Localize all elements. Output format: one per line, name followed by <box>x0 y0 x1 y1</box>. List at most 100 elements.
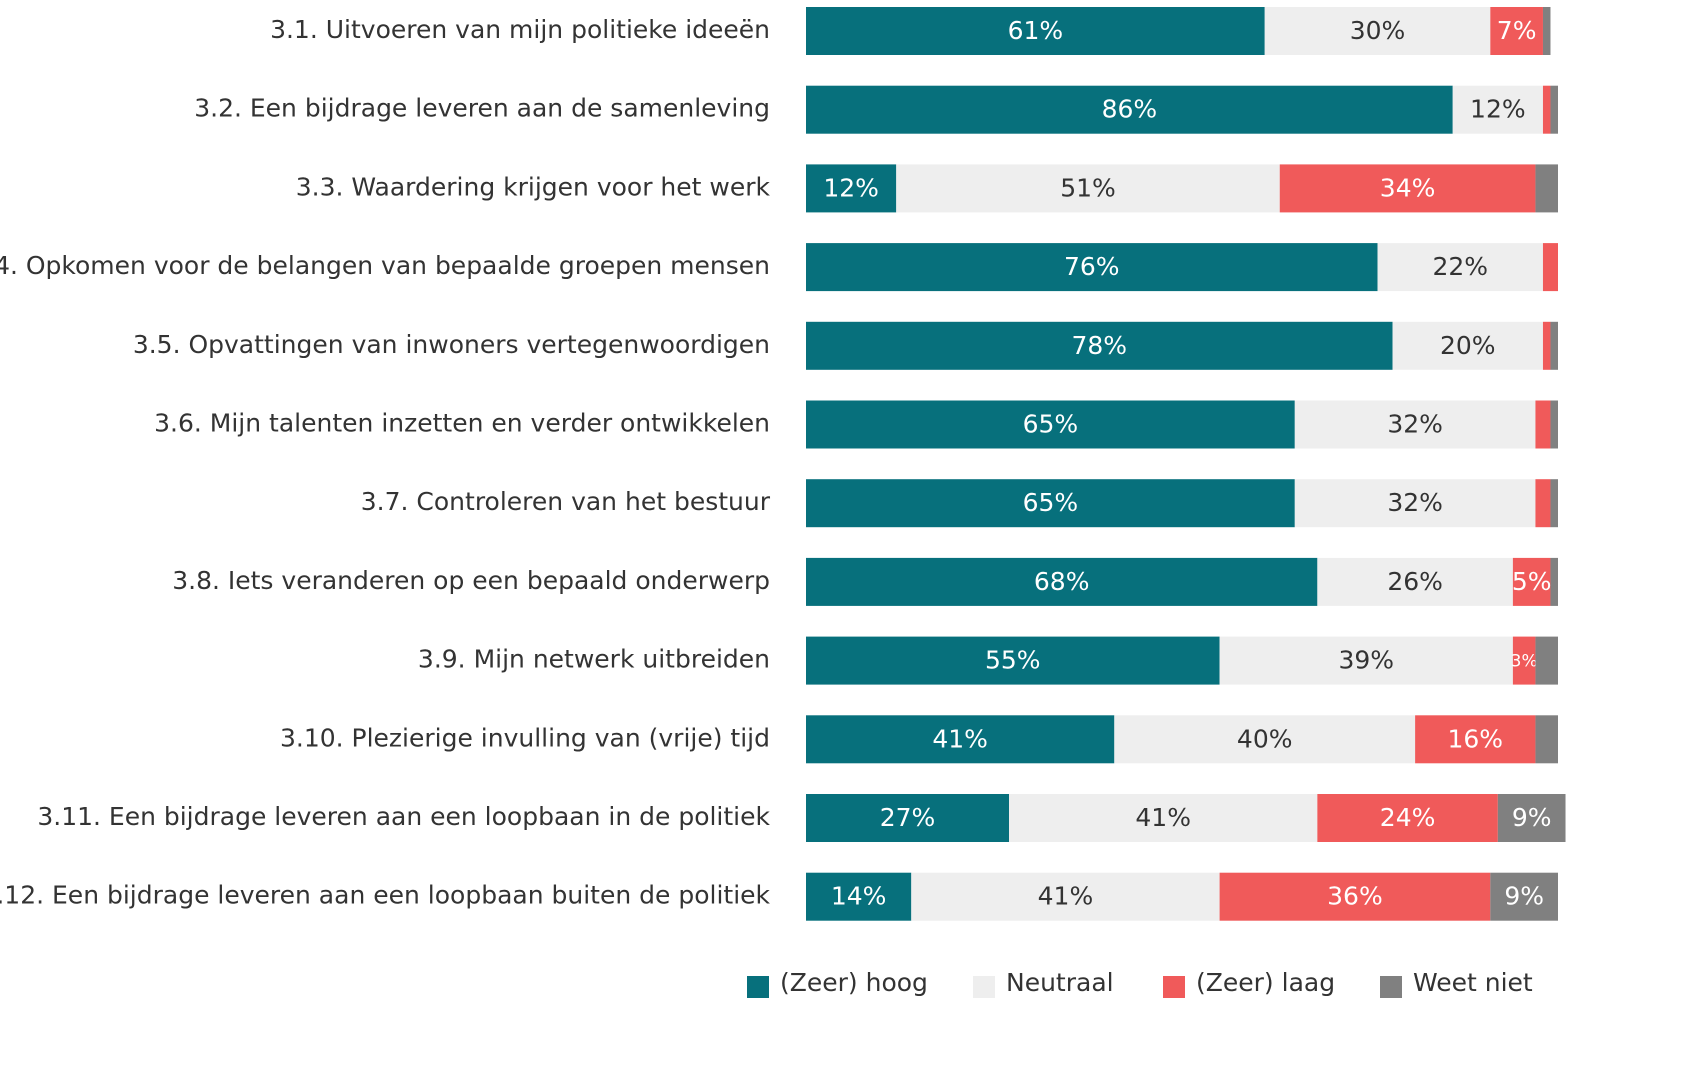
legend-swatch <box>747 976 769 998</box>
bar-segment <box>806 164 897 213</box>
category-label: 3.11. Een bijdrage leveren aan een loopb… <box>37 802 770 831</box>
bar-segment <box>806 85 1453 134</box>
bar-segment <box>806 794 1010 842</box>
bar-segment <box>1219 636 1513 685</box>
value-label: 86% <box>1102 95 1158 124</box>
bar-segment <box>1114 715 1416 764</box>
value-label: 41% <box>1135 803 1191 832</box>
bar-segment <box>911 872 1220 921</box>
bar-segment <box>1377 243 1543 292</box>
bar-segment <box>1550 321 1558 370</box>
value-label: 78% <box>1071 331 1127 360</box>
category-label: 3.4. Opkomen voor de belangen van bepaal… <box>0 251 770 280</box>
bar-segment <box>1317 794 1498 842</box>
bar-segment <box>1452 85 1543 134</box>
bar-segment <box>1279 164 1536 213</box>
bar-segment <box>1392 321 1543 370</box>
bar-segment <box>1550 479 1558 528</box>
category-label: 3.10. Plezierige invulling van (vrije) t… <box>280 723 770 752</box>
bar-segment <box>806 479 1295 528</box>
bar-segment <box>1490 7 1543 55</box>
category-label: 3.5. Opvattingen van inwoners vertegenwo… <box>133 330 770 359</box>
bar-segment <box>806 321 1393 370</box>
legend-label: (Zeer) hoog <box>780 968 928 997</box>
bar-segment <box>1542 243 1558 292</box>
bar-segment <box>806 243 1378 292</box>
bar-segment <box>1294 400 1536 449</box>
bar-segment <box>806 636 1220 685</box>
bar-segment <box>1512 636 1536 685</box>
value-label: 34% <box>1380 173 1436 202</box>
category-label: 3.12. Een bijdrage leveren aan een loopb… <box>0 881 771 910</box>
value-label: 36% <box>1327 882 1383 911</box>
bar-segment <box>896 164 1280 213</box>
category-label: 3.6. Mijn talenten inzetten en verder on… <box>154 409 770 438</box>
bar-segment <box>1535 164 1558 213</box>
bar-segment <box>1542 7 1551 55</box>
bar-segment <box>1512 557 1551 606</box>
value-label: 32% <box>1387 410 1443 439</box>
category-label: 3.9. Mijn netwerk uitbreiden <box>418 645 770 674</box>
value-label: 41% <box>932 724 988 753</box>
value-label: 51% <box>1060 173 1116 202</box>
value-label: 41% <box>1038 882 1094 911</box>
value-label: 9% <box>1512 803 1552 832</box>
category-label: 3.3. Waardering krijgen voor het werk <box>296 172 771 201</box>
legend-swatch <box>973 976 995 998</box>
category-label: 3.8. Iets veranderen op een bepaald onde… <box>172 566 770 595</box>
bar-segment <box>1542 85 1551 134</box>
category-label: 3.2. Een bijdrage leveren aan de samenle… <box>194 94 770 123</box>
value-label: 68% <box>1034 567 1090 596</box>
bar-segment <box>806 7 1265 55</box>
bar-segment <box>806 557 1318 606</box>
bar-segment <box>1535 715 1558 764</box>
category-label: 3.7. Controleren van het bestuur <box>361 487 771 516</box>
value-label: 76% <box>1064 252 1120 281</box>
bar-segment <box>1294 479 1536 528</box>
legend-label: Neutraal <box>1006 968 1114 997</box>
bar-segment <box>1550 85 1558 134</box>
value-label: 30% <box>1350 16 1406 45</box>
value-label: 39% <box>1338 646 1394 675</box>
legend-swatch <box>1163 976 1185 998</box>
value-label: 22% <box>1432 252 1488 281</box>
value-label: 61% <box>1008 16 1064 45</box>
value-label: 12% <box>1470 95 1526 124</box>
bar-segment <box>1535 479 1551 528</box>
bar-segment <box>1490 872 1558 921</box>
legend-label: (Zeer) laag <box>1196 968 1335 997</box>
value-label: 32% <box>1387 488 1443 517</box>
category-label: 3.1. Uitvoeren van mijn politieke ideeën <box>270 15 770 44</box>
bar-segment <box>1535 400 1551 449</box>
bar-segment <box>1535 636 1558 685</box>
bar-segment <box>1550 557 1558 606</box>
value-label: 24% <box>1380 803 1436 832</box>
bar-segment <box>1317 557 1513 606</box>
bar-segment <box>806 715 1115 764</box>
value-label: 40% <box>1237 724 1293 753</box>
bar-segment <box>1264 7 1491 55</box>
bar-segment <box>1550 400 1558 449</box>
bar-segment <box>1219 872 1491 921</box>
bar-segment <box>1497 794 1566 842</box>
bar-segment <box>1415 715 1536 764</box>
bar-segment <box>1542 321 1551 370</box>
value-label: 16% <box>1447 724 1503 753</box>
value-label: 26% <box>1387 567 1443 596</box>
value-label: 3% <box>1511 652 1538 672</box>
value-label: 9% <box>1504 882 1544 911</box>
bar-segment <box>806 400 1295 449</box>
value-label: 20% <box>1440 331 1496 360</box>
bar-segment <box>806 872 912 921</box>
value-label: 12% <box>823 173 879 202</box>
value-label: 27% <box>880 803 936 832</box>
legend-label: Weet niet <box>1413 968 1533 997</box>
value-label: 65% <box>1023 410 1079 439</box>
bar-segment <box>1009 794 1318 842</box>
value-label: 55% <box>985 646 1041 675</box>
value-label: 65% <box>1023 488 1079 517</box>
legend-swatch <box>1380 976 1402 998</box>
value-label: 7% <box>1497 16 1537 45</box>
value-label: 14% <box>831 882 887 911</box>
